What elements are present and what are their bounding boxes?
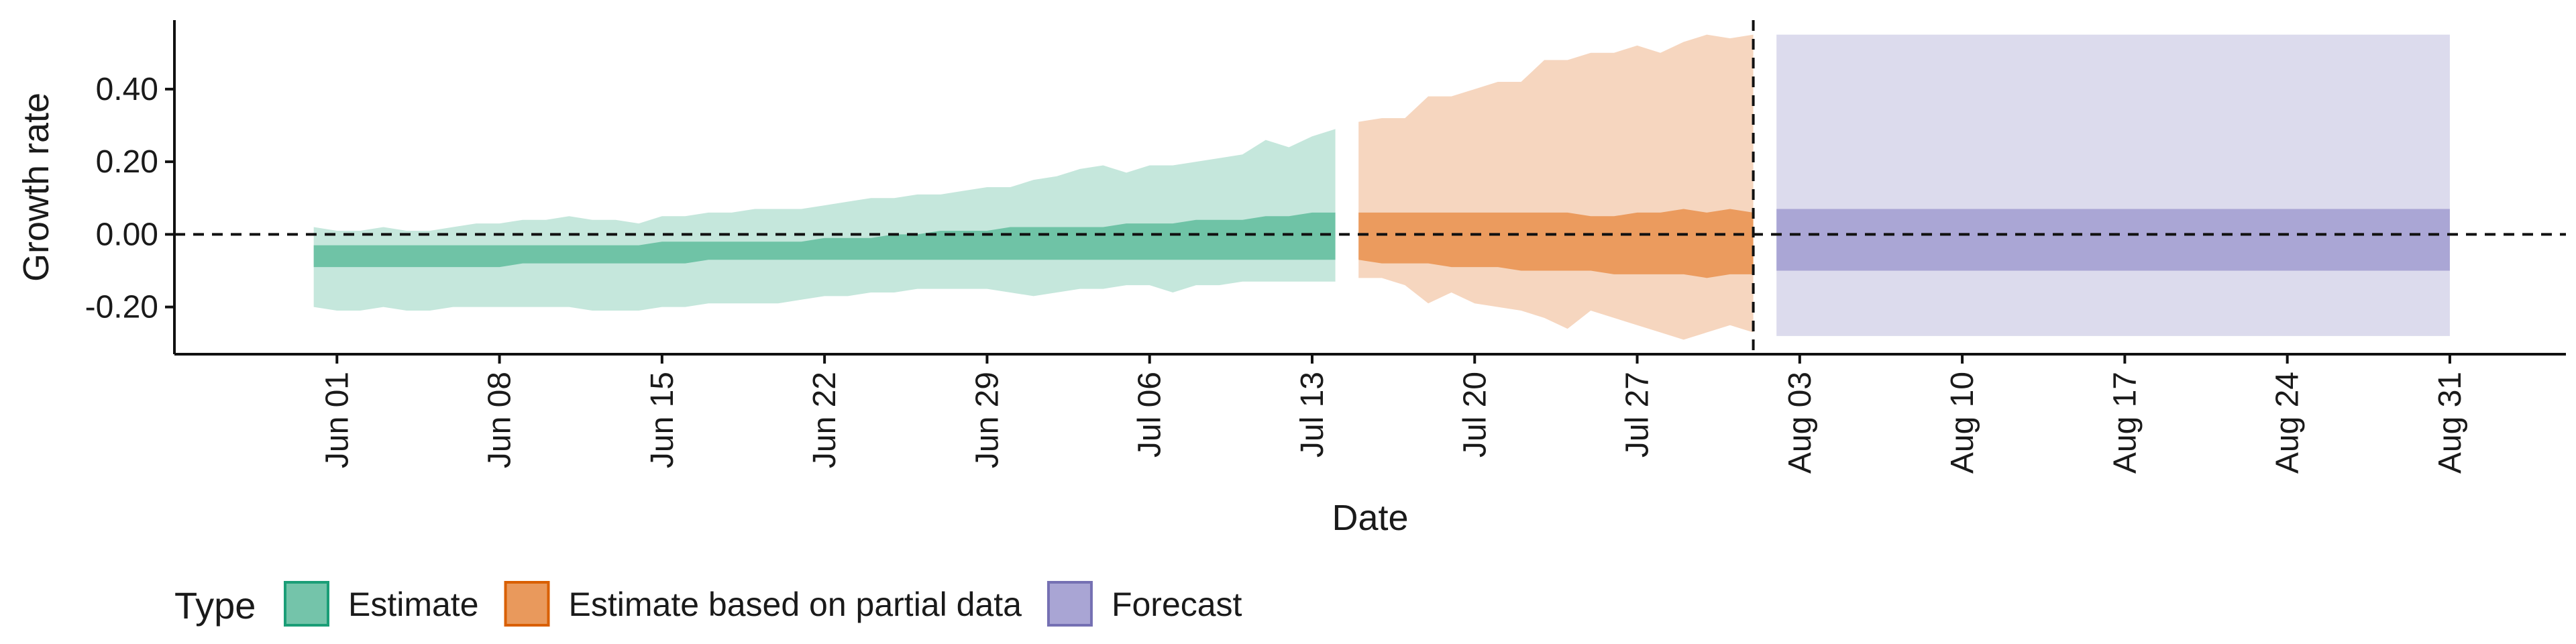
x-tick-label: Aug 10 bbox=[1945, 372, 1980, 474]
x-tick-label: Jun 15 bbox=[645, 372, 680, 468]
band-90-estimate bbox=[313, 129, 1336, 311]
x-tick-label: Jun 01 bbox=[319, 372, 355, 468]
y-tick-label: 0.00 bbox=[96, 217, 158, 252]
legend-swatch-0 bbox=[284, 581, 329, 627]
x-tick-label: Jun 29 bbox=[969, 372, 1005, 468]
x-tick-label: Aug 03 bbox=[1782, 372, 1818, 474]
legend: Type Estimate Estimate based on partial d… bbox=[174, 581, 1242, 627]
band-50-estimate bbox=[313, 212, 1336, 268]
x-axis-title: Date bbox=[1332, 498, 1408, 538]
x-tick-label: Aug 24 bbox=[2270, 372, 2306, 474]
band-90-estimate-based-on-partial-data bbox=[1358, 34, 1754, 340]
x-tick-label: Jul 27 bbox=[1620, 372, 1656, 458]
legend-swatch-1 bbox=[504, 581, 550, 627]
legend-label: Estimate based on partial data bbox=[569, 586, 1022, 623]
band-90-forecast bbox=[1776, 34, 2450, 336]
y-tick-label: -0.20 bbox=[85, 290, 158, 325]
axes bbox=[173, 20, 2566, 356]
x-tick-label: Jul 06 bbox=[1132, 372, 1168, 458]
legend-swatch-2 bbox=[1046, 581, 1093, 627]
x-tick-label: Aug 17 bbox=[2107, 372, 2143, 474]
x-tick-label: Jun 08 bbox=[482, 372, 518, 468]
legend-label: Forecast bbox=[1112, 586, 1242, 623]
legend-label: Estimate bbox=[348, 586, 479, 623]
band-50-forecast bbox=[1776, 209, 2450, 271]
x-tick-label: Jul 13 bbox=[1295, 372, 1330, 458]
x-tick-label: Jul 20 bbox=[1457, 372, 1493, 458]
reference-lines bbox=[174, 20, 2566, 354]
band-50-estimate-based-on-partial-data bbox=[1358, 209, 1754, 278]
y-axis-title: Growth rate bbox=[16, 93, 56, 282]
x-tick-label: Jun 22 bbox=[807, 372, 843, 468]
x-tick-label: Aug 31 bbox=[2432, 372, 2468, 474]
y-tick-label: 0.40 bbox=[96, 72, 158, 107]
tick-marks: -0.20 0.00 0.20 0.40 Jun 01 Jun 08 Jun 15 Jun 2… bbox=[85, 72, 2468, 474]
legend-title: Type bbox=[174, 584, 256, 627]
uncertainty-bands bbox=[313, 34, 2450, 340]
y-tick-label: 0.20 bbox=[96, 144, 158, 180]
